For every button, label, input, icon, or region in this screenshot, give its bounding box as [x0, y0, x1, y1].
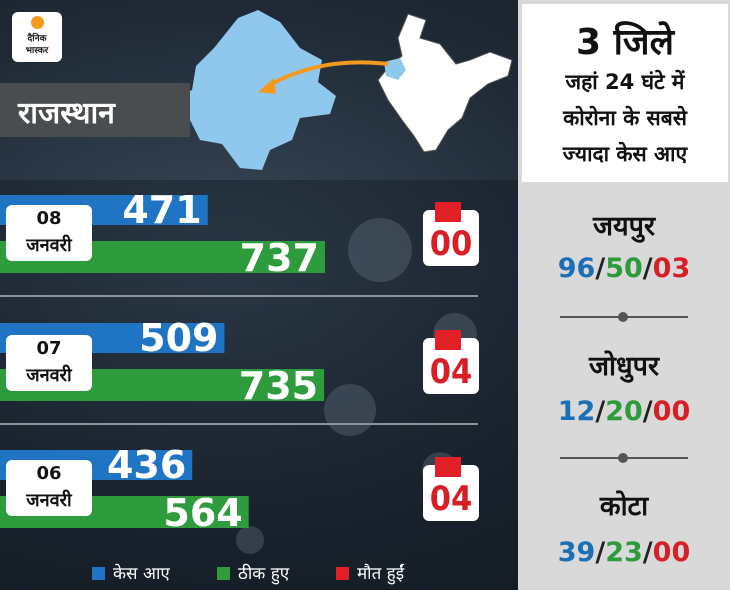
row-date: 06 जनवरी	[6, 460, 92, 516]
legend-swatch	[336, 567, 349, 580]
legend-swatch	[217, 567, 230, 580]
district-recovered: 20	[605, 396, 643, 427]
panel-subtitle-line: ज्यादा केस आए	[562, 142, 688, 166]
legend-swatch	[92, 567, 105, 580]
brand-logo: दैनिक भास्कर	[12, 12, 62, 62]
district-cases: 12	[557, 396, 596, 427]
district-cases: 39	[557, 537, 596, 568]
district-separator	[560, 453, 688, 463]
dot-icon	[618, 453, 628, 463]
district-stats: 39/23/00	[557, 537, 691, 568]
district-stats: 12/20/00	[557, 396, 691, 427]
bar-label-cases: 509	[139, 316, 218, 360]
legend-item-cases: केस आए	[92, 561, 170, 584]
date-day: 07	[36, 338, 62, 359]
deaths-value: 04	[429, 352, 473, 392]
district-name: जोधुपर	[588, 351, 659, 382]
state-label: राजस्थान	[0, 83, 190, 137]
district-cases: 96	[557, 253, 596, 284]
bar-label-cases: 471	[122, 188, 201, 232]
bar-label-recovered: 564	[163, 491, 242, 535]
date-month: जनवरी	[26, 235, 72, 256]
district-recovered: 50	[605, 253, 643, 284]
panel-header: 3 जिले जहां 24 घंटे में कोरोना के सबसे ज…	[522, 4, 728, 182]
legend-label: मौत हुईं	[357, 564, 405, 584]
deaths-badge: 00	[423, 202, 479, 266]
district-separator	[560, 312, 688, 322]
district-panel: 3 जिले जहां 24 घंटे में कोरोना के सबसे ज…	[518, 0, 730, 590]
bar-label-cases: 436	[107, 443, 186, 487]
district-stats: 96/50/03	[557, 253, 691, 284]
arrow-icon	[267, 60, 389, 88]
deaths-badge: 04	[423, 457, 479, 521]
date-month: जनवरी	[26, 490, 72, 511]
district-name: जयपुर	[592, 211, 656, 242]
bar-label-recovered: 737	[240, 236, 319, 280]
district-name: कोटा	[599, 491, 649, 522]
panel-subtitle-line: जहां 24 घंटे में	[565, 70, 685, 94]
row-date: 08 जनवरी	[6, 205, 92, 261]
deaths-value: 04	[429, 479, 473, 519]
date-day: 06	[36, 463, 62, 484]
bar-label-recovered: 735	[239, 364, 318, 408]
legend-label: केस आए	[113, 564, 170, 584]
sun-icon	[31, 16, 44, 29]
brand-line-2: भास्कर	[25, 46, 49, 56]
panel-subtitle-line: कोरोना के सबसे	[563, 106, 687, 130]
arrow-head-icon	[258, 78, 276, 94]
legend-item-deaths: मौत हुईं	[336, 561, 404, 584]
rajasthan-highlight	[384, 58, 406, 80]
district-deaths: 00	[652, 396, 691, 427]
flag-icon	[435, 330, 461, 350]
state-name: राजस्थान	[18, 96, 115, 131]
flag-icon	[435, 202, 461, 222]
legend-item-recovered: ठीक हुए	[217, 561, 289, 584]
legend-label: ठीक हुए	[238, 564, 290, 584]
panel-heading: 3 जिले	[575, 22, 675, 63]
rajasthan-map	[172, 10, 336, 170]
india-map	[377, 13, 513, 153]
dot-icon	[618, 312, 628, 322]
brand-line-1: दैनिक	[27, 34, 47, 44]
deaths-value: 00	[429, 224, 473, 264]
deaths-badge: 04	[423, 330, 479, 394]
district-deaths: 03	[652, 253, 691, 284]
row-date: 07 जनवरी	[6, 335, 92, 391]
district-recovered: 23	[605, 537, 643, 568]
date-day: 08	[36, 208, 62, 229]
date-month: जनवरी	[26, 365, 72, 386]
district-deaths: 00	[652, 537, 691, 568]
flag-icon	[435, 457, 461, 477]
